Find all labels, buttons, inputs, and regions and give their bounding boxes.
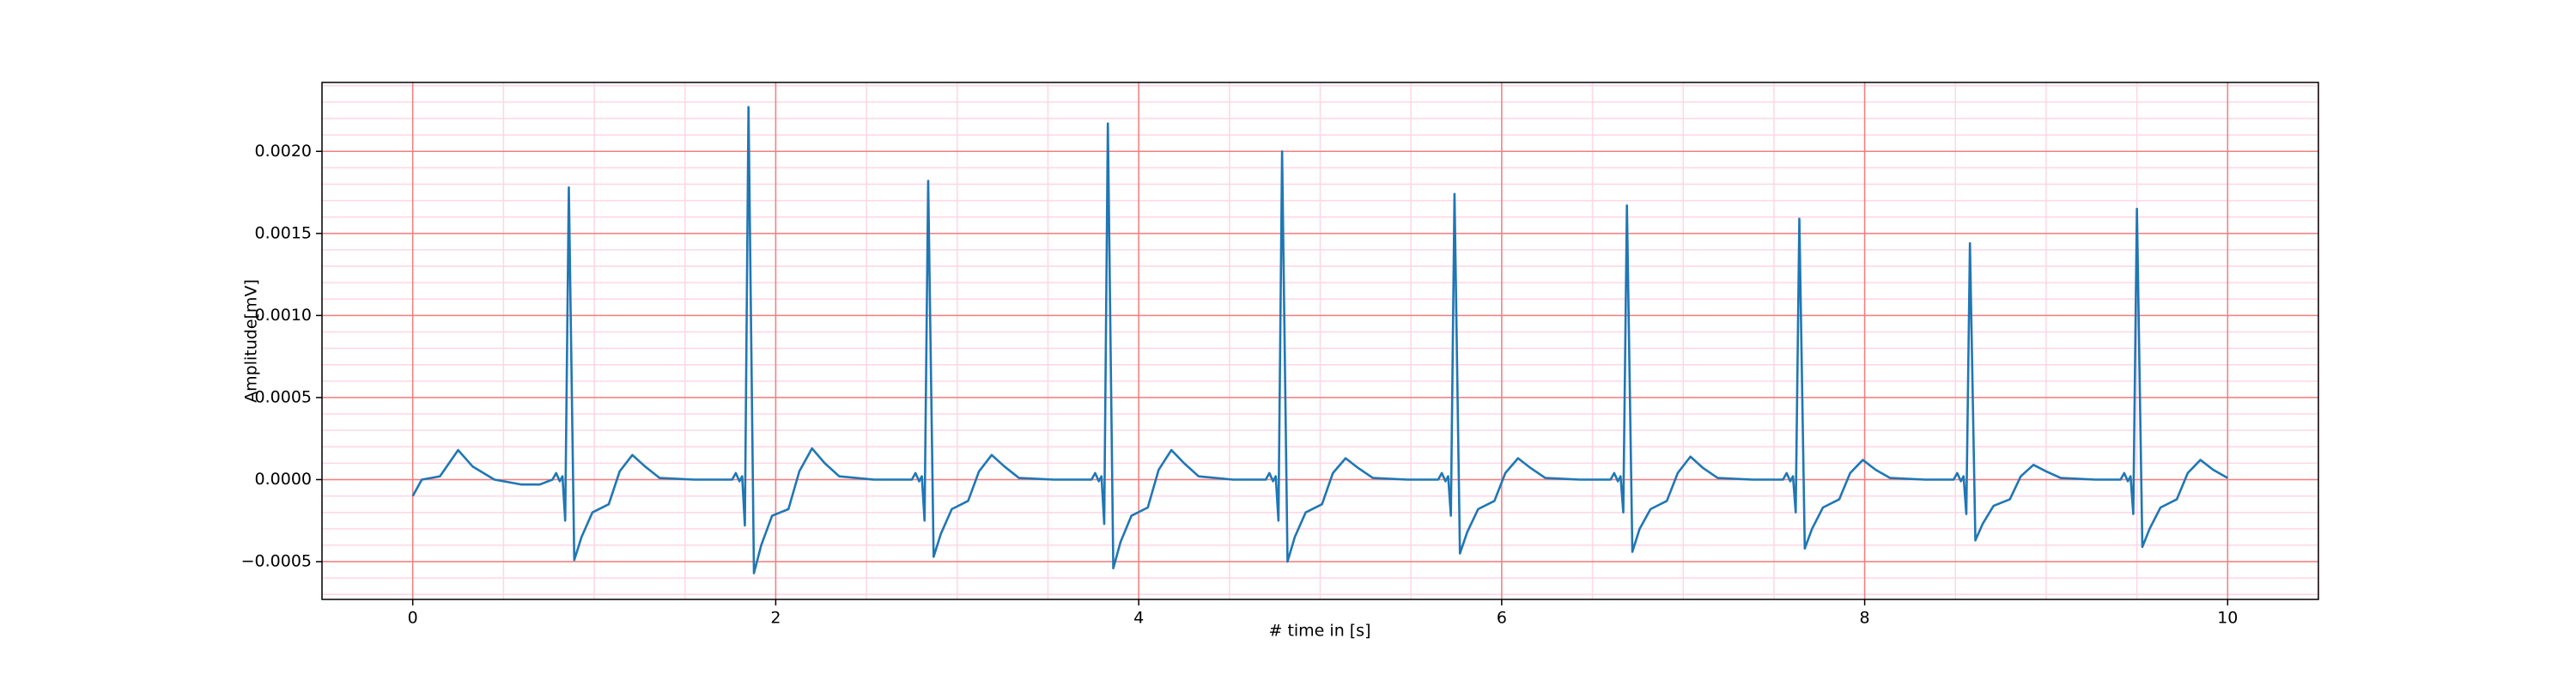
y-tick-label: −0.0005 [241, 552, 312, 571]
y-tick-label: 0.0005 [255, 387, 312, 406]
x-axis-label: # time in [s] [1268, 622, 1370, 641]
x-tick-label: 10 [2217, 609, 2238, 628]
grid [321, 82, 2319, 599]
y-axis-label: Amplitude[mV] [242, 279, 261, 403]
x-tick-label: 4 [1133, 609, 1144, 628]
x-tick-label: 6 [1497, 609, 1507, 628]
y-tick-label: 0.0010 [255, 306, 312, 325]
plot-frame [321, 82, 2319, 600]
y-tick-label: 0.0020 [255, 142, 312, 161]
ecg-line [411, 106, 2228, 575]
x-tick-label: 2 [770, 609, 781, 628]
x-tick-label: 8 [1860, 609, 1870, 628]
x-tick-label: 0 [408, 609, 418, 628]
y-tick-label: 0.0000 [255, 470, 312, 489]
y-tick-label: 0.0015 [255, 223, 312, 242]
